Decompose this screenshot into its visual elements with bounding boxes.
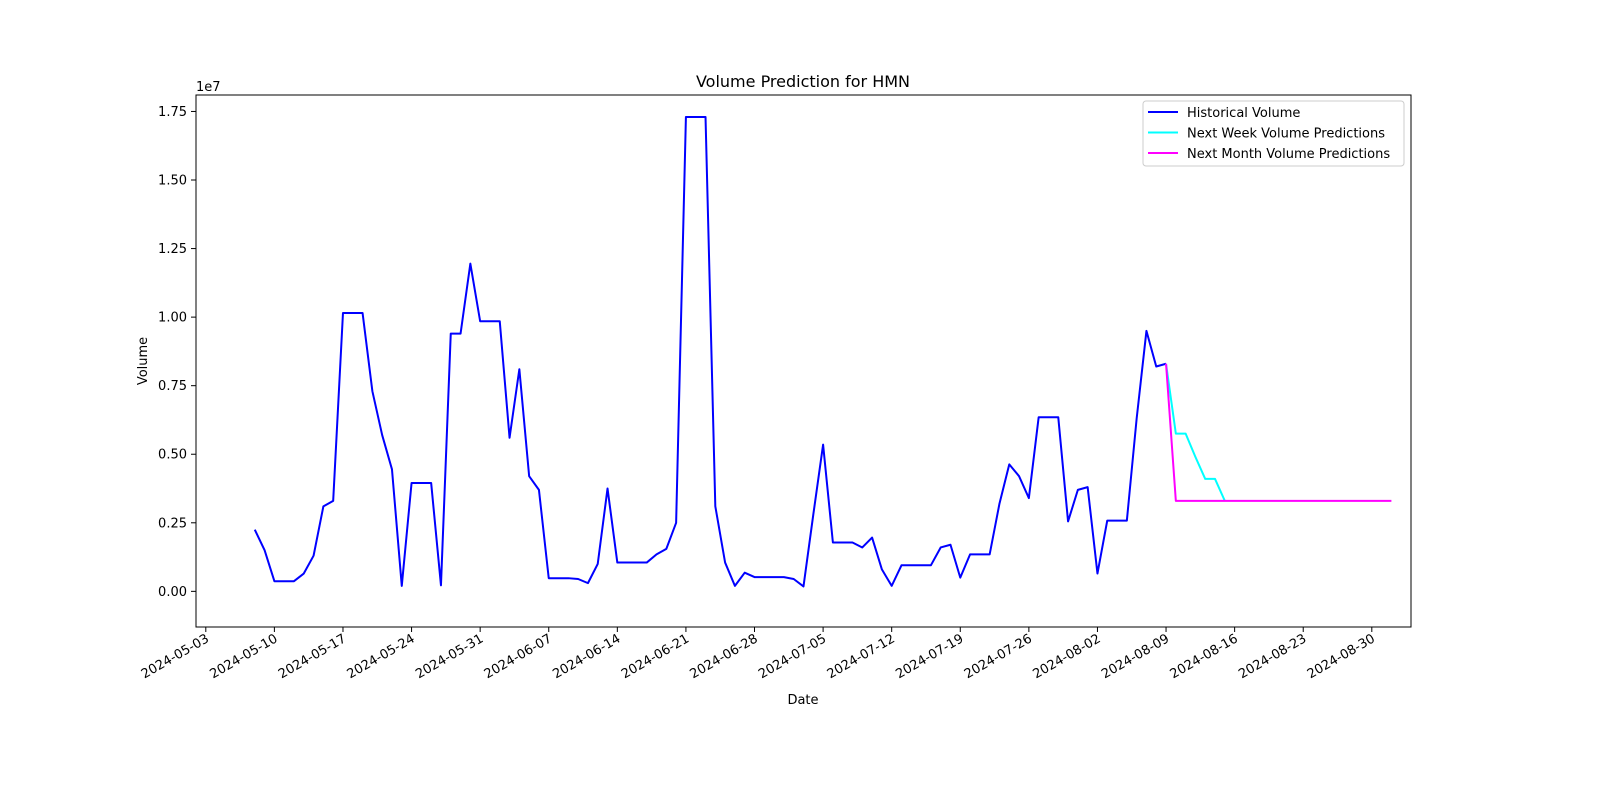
series-line-next-month-volume-predictions: [1165, 363, 1392, 502]
legend-label: Next Week Volume Predictions: [1187, 127, 1385, 142]
y-tick-label: 1.00: [158, 311, 187, 326]
y-tick-label: 0.50: [158, 448, 187, 463]
legend-label: Next Month Volume Predictions: [1187, 147, 1390, 162]
y-tick-label: 0.00: [158, 585, 187, 600]
legend-label: Historical Volume: [1187, 106, 1300, 121]
legend: Historical Volume Next Week Volume Predic…: [1142, 100, 1405, 167]
series-line-historical-volume: [253, 115, 1167, 588]
y-axis-label: Volume: [136, 337, 151, 385]
y-axis-ticks: 0.00 0.25 0.50 0.75 1.00 1.25 1.50 1.75: [158, 105, 196, 600]
chart-title: Volume Prediction for HMN: [696, 72, 910, 91]
y-tick-label: 1.75: [158, 105, 187, 120]
legend-box: [1142, 100, 1405, 167]
series-lines: [253, 115, 1392, 588]
x-axis-label: Date: [787, 693, 818, 708]
plot-frame: [195, 94, 1412, 628]
y-tick-label: 1.50: [158, 174, 187, 189]
y-tick-label: 0.25: [158, 516, 187, 531]
series-line-next-week-volume-predictions: [1165, 363, 1226, 502]
y-tick-label: 1.25: [158, 242, 187, 257]
y-tick-label: 0.75: [158, 379, 187, 394]
y-axis-scale-note: 1e7: [196, 80, 221, 95]
